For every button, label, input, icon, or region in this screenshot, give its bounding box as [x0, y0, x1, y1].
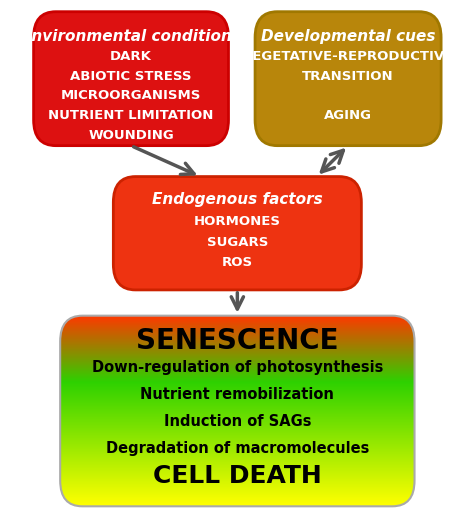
- Text: Induction of SAGs: Induction of SAGs: [164, 414, 311, 429]
- Text: Developmental cues: Developmental cues: [261, 28, 435, 44]
- FancyBboxPatch shape: [34, 12, 228, 146]
- Text: TRANSITION: TRANSITION: [302, 70, 394, 83]
- Text: DARK: DARK: [110, 50, 152, 63]
- Text: HORMONES: HORMONES: [194, 215, 281, 228]
- Text: VEGETATIVE-REPRODUCTIVE: VEGETATIVE-REPRODUCTIVE: [243, 50, 454, 63]
- Text: WOUNDING: WOUNDING: [88, 128, 174, 141]
- Text: AGING: AGING: [324, 109, 372, 122]
- Text: SUGARS: SUGARS: [207, 236, 268, 249]
- Text: Down-regulation of photosynthesis: Down-regulation of photosynthesis: [91, 361, 383, 376]
- Text: MICROORGANISMS: MICROORGANISMS: [61, 90, 201, 103]
- Text: Nutrient remobilization: Nutrient remobilization: [140, 387, 334, 402]
- FancyBboxPatch shape: [113, 177, 361, 290]
- Text: CELL DEATH: CELL DEATH: [153, 464, 322, 488]
- Text: ROS: ROS: [222, 256, 253, 269]
- Text: SENESCENCE: SENESCENCE: [136, 327, 338, 355]
- Text: Environmental conditions: Environmental conditions: [21, 28, 241, 44]
- Text: Degradation of macromolecules: Degradation of macromolecules: [106, 441, 369, 456]
- FancyBboxPatch shape: [255, 12, 441, 146]
- Text: NUTRIENT LIMITATION: NUTRIENT LIMITATION: [48, 109, 214, 122]
- Text: Endogenous factors: Endogenous factors: [152, 192, 323, 207]
- Text: ABIOTIC STRESS: ABIOTIC STRESS: [70, 70, 192, 83]
